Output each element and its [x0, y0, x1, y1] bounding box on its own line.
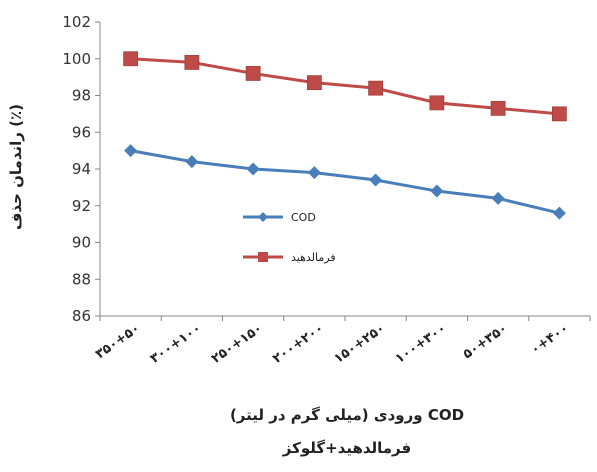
series-formaldehyde [123, 51, 567, 122]
y-tick-label: 100 [62, 50, 91, 68]
data-point [123, 51, 139, 67]
y-tick-label: 92 [72, 197, 91, 215]
y-tick-label: 98 [72, 87, 91, 105]
data-point [124, 144, 138, 158]
data-point [430, 184, 444, 198]
series-group [123, 51, 567, 220]
series-cod [124, 144, 566, 220]
x-tick-label: ۲۰۰+۲۰۰ [270, 321, 327, 367]
data-point [490, 100, 506, 116]
legend-marker-formaldehyde [258, 252, 268, 262]
x-tick-label: ۵۰+۳۵۰ [460, 321, 510, 362]
legend-label-formaldehyde: فرمالدهید [291, 251, 336, 264]
data-point [245, 66, 261, 81]
data-point [246, 162, 260, 176]
axes: 86 88 90 92 94 96 98 100 102 ۳۵۰+۵۰ ۳۰۰+۱۰۰ ۲۵۰+۱۵۰… [62, 13, 591, 367]
x-tick-label: ۲۵۰+۱۵۰ [209, 321, 266, 367]
series-line [130, 57, 560, 116]
data-point [429, 95, 445, 111]
data-point [369, 173, 383, 187]
data-point [184, 55, 200, 70]
y-tick-label: 88 [72, 270, 91, 288]
y-tick-label: 86 [72, 307, 91, 325]
data-point [552, 206, 566, 220]
x-tick-label: ۳۰۰+۱۰۰ [148, 321, 205, 367]
x-axis-subtitle: فرمالدهید+گلوکز [282, 439, 411, 457]
x-tick-label: ۱۰۰+۳۰۰ [393, 321, 450, 367]
data-point [306, 75, 322, 91]
data-point [185, 155, 199, 169]
x-axis-title: COD ورودی (میلی گرم در لیتر) [230, 406, 464, 424]
data-point [491, 191, 505, 205]
data-point [368, 80, 384, 96]
y-tick-label: 94 [72, 160, 91, 178]
x-tick-label: ۳۵۰+۵۰ [93, 321, 143, 362]
y-tick-label: 102 [62, 13, 91, 31]
y-tick-label: 90 [72, 234, 91, 252]
data-point [307, 166, 321, 180]
series-line [130, 149, 560, 215]
legend: COD فرمالدهید [243, 211, 336, 264]
legend-marker-cod [258, 212, 268, 222]
x-tick-label: ۱۵۰+۲۵۰ [331, 321, 388, 367]
x-tick-label: ۰+۴۰۰ [528, 321, 572, 358]
data-point [551, 106, 567, 122]
legend-label-cod: COD [291, 211, 316, 224]
y-axis-title: راندمان حذف (٪) [7, 104, 25, 230]
y-tick-label: 96 [72, 123, 91, 141]
